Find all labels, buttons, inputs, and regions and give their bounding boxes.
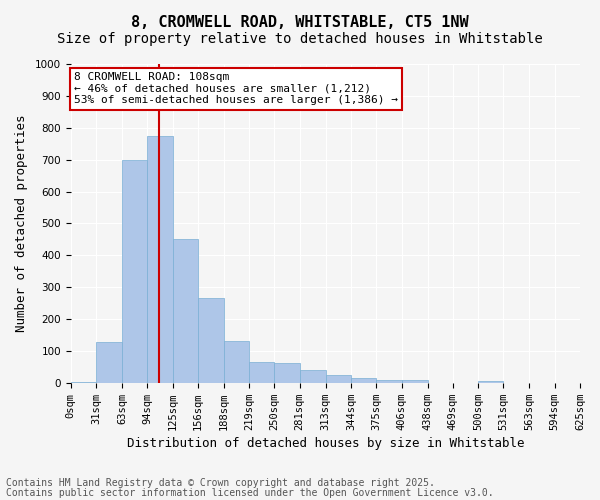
- Bar: [249, 362, 274, 383]
- Bar: [96, 342, 122, 383]
- Bar: [224, 342, 249, 383]
- Text: 8 CROMWELL ROAD: 108sqm
← 46% of detached houses are smaller (1,212)
53% of semi: 8 CROMWELL ROAD: 108sqm ← 46% of detache…: [74, 72, 398, 105]
- Text: Size of property relative to detached houses in Whitstable: Size of property relative to detached ho…: [57, 32, 543, 46]
- Text: Contains public sector information licensed under the Open Government Licence v3: Contains public sector information licen…: [6, 488, 494, 498]
- Text: Contains HM Land Registry data © Crown copyright and database right 2025.: Contains HM Land Registry data © Crown c…: [6, 478, 435, 488]
- Bar: [173, 240, 198, 383]
- Bar: [351, 378, 376, 383]
- X-axis label: Distribution of detached houses by size in Whitstable: Distribution of detached houses by size …: [127, 437, 524, 450]
- Bar: [122, 160, 148, 383]
- Text: 8, CROMWELL ROAD, WHITSTABLE, CT5 1NW: 8, CROMWELL ROAD, WHITSTABLE, CT5 1NW: [131, 15, 469, 30]
- Bar: [148, 136, 173, 383]
- Bar: [198, 298, 224, 383]
- Y-axis label: Number of detached properties: Number of detached properties: [15, 114, 28, 332]
- Bar: [478, 381, 503, 383]
- Bar: [401, 380, 428, 383]
- Bar: [71, 382, 96, 383]
- Bar: [326, 375, 351, 383]
- Bar: [274, 362, 300, 383]
- Bar: [376, 380, 401, 383]
- Bar: [300, 370, 326, 383]
